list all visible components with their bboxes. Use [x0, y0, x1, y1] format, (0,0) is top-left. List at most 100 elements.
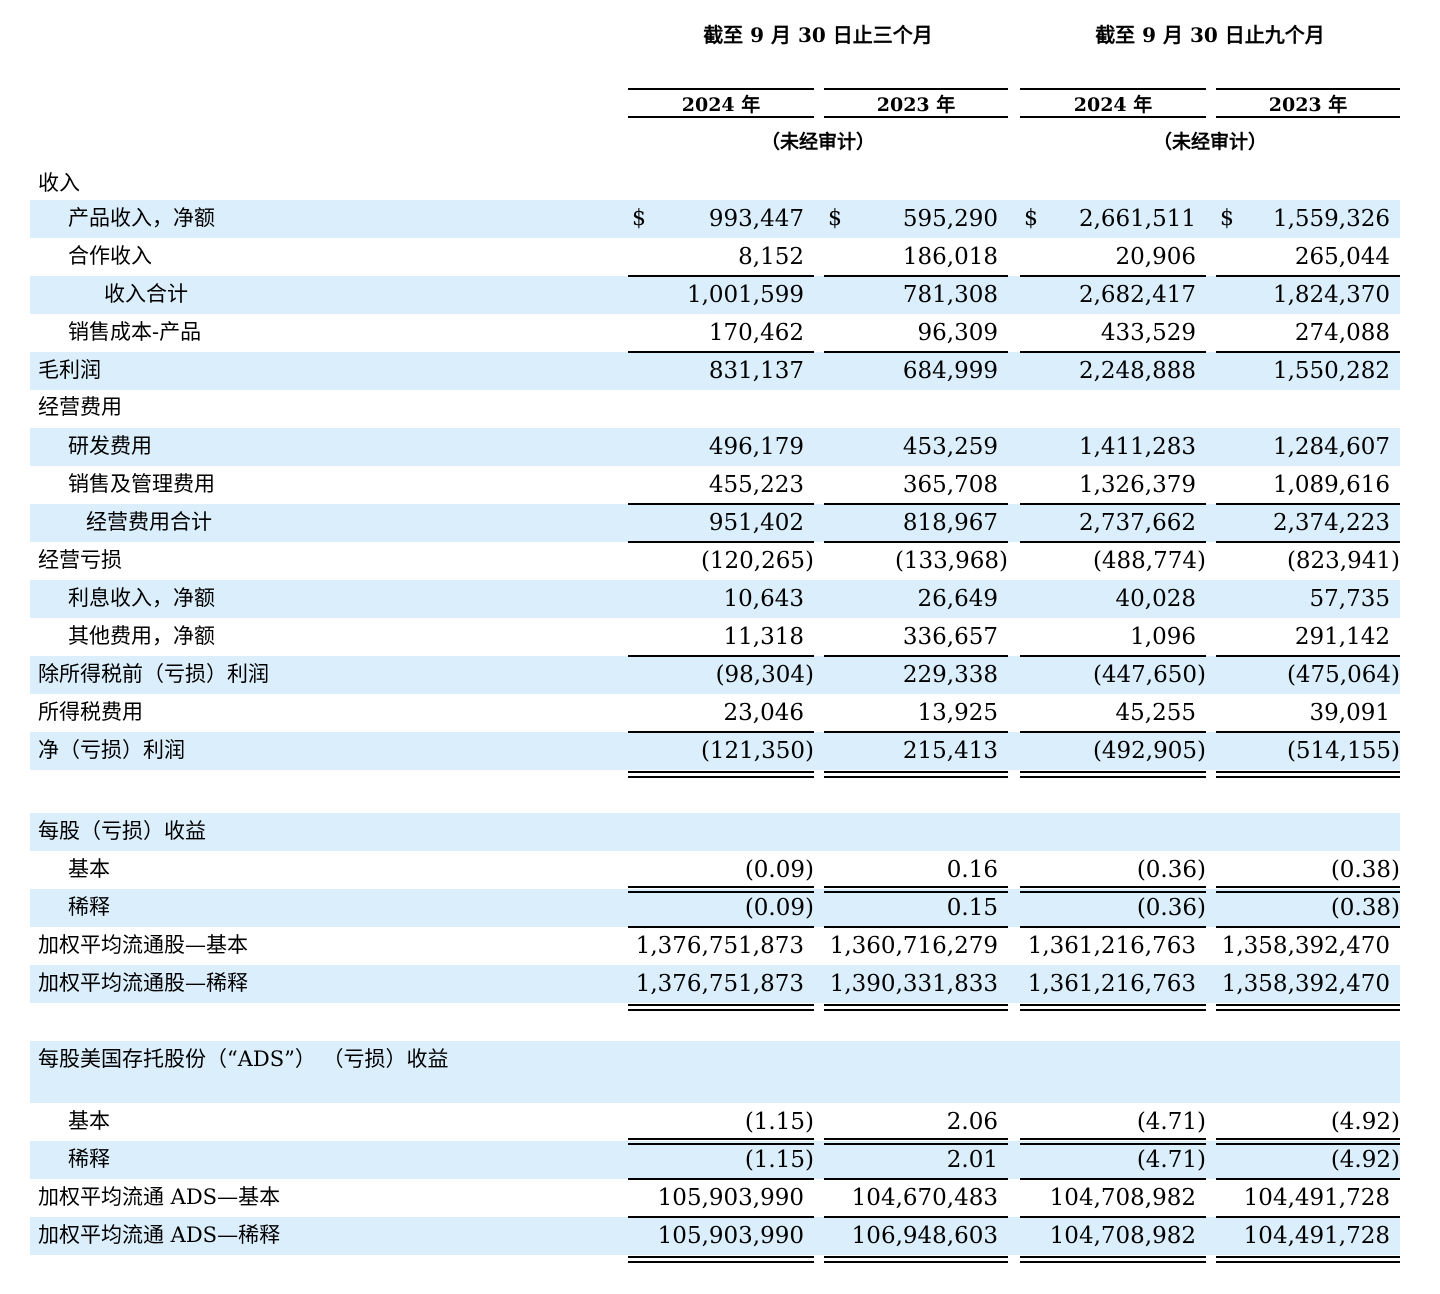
- rule-above: [1216, 275, 1400, 277]
- value-cell: (98,304): [715, 662, 814, 688]
- year-header-9m-2023: 2023 年: [1216, 88, 1400, 118]
- table-row: 合作收入 8,152 186,018 20,906 265,044: [30, 238, 1400, 276]
- value-cell: 105,903,990: [657, 1223, 804, 1249]
- rule-below: [824, 1256, 1008, 1263]
- rule-above: [1216, 731, 1400, 733]
- value-cell: 1,361,216,763: [1027, 933, 1196, 959]
- currency-symbol: $: [632, 206, 646, 231]
- period-header-nine-months: 截至 9 月 30 日止九个月: [1095, 23, 1325, 47]
- rule-above: [1020, 1178, 1206, 1180]
- row-label: 除所得税前（亏损）利润: [38, 662, 269, 686]
- value-cell: 11,318: [723, 624, 804, 650]
- value-cell: 453,259: [902, 434, 998, 460]
- rule-above: [1216, 351, 1400, 353]
- rule-below: [628, 1004, 814, 1011]
- value-cell: 1,361,216,763: [1027, 971, 1196, 997]
- rule-below: [1216, 1256, 1400, 1263]
- rule-below: [1216, 771, 1400, 778]
- value-cell: (0.36): [1136, 895, 1206, 921]
- value-cell: 26,649: [917, 586, 998, 612]
- table-row: 收入合计 1,001,599 781,308 2,682,417 1,824,370: [30, 276, 1400, 314]
- value-cell: 1,001,599: [686, 282, 804, 308]
- value-cell: (0.09): [744, 857, 814, 883]
- unaudited-label-three-months: （未经审计）: [760, 131, 875, 153]
- table-row: 收入: [30, 166, 1400, 198]
- value-cell: 0.16: [946, 857, 998, 883]
- value-cell: (1.15): [744, 1147, 814, 1173]
- value-cell: 818,967: [902, 510, 998, 536]
- value-cell: 2.06: [946, 1109, 998, 1135]
- value-cell: 1,096: [1130, 624, 1196, 650]
- row-label: 每股（亏损）收益: [38, 819, 206, 843]
- table-row: 除所得税前（亏损）利润 (98,304) 229,338 (447,650) (475,…: [30, 656, 1400, 694]
- table-row: 研发费用 496,179 453,259 1,411,283 1,284,607: [30, 428, 1400, 466]
- value-cell: 1,390,331,833: [829, 971, 998, 997]
- value-cell: 1,360,716,279: [829, 933, 998, 959]
- rule-above: [824, 886, 1008, 893]
- rule-below: [1020, 1004, 1206, 1011]
- row-label: 销售成本-产品: [68, 320, 202, 344]
- table-row: 经营费用合计 951,402 818,967 2,737,662 2,374,223: [30, 504, 1400, 542]
- row-label: 加权平均流通 ADS—稀释: [38, 1223, 281, 1247]
- table-row: 所得税费用 23,046 13,925 45,255 39,091: [30, 694, 1400, 732]
- value-cell: 1,411,283: [1078, 434, 1196, 460]
- value-cell: 39,091: [1309, 700, 1390, 726]
- value-cell: 229,338: [902, 662, 998, 688]
- rule-above: [1216, 926, 1400, 928]
- row-label: 每股美国存托股份（“ADS”） （亏损）收益: [38, 1047, 449, 1071]
- row-label: 销售及管理费用: [68, 472, 215, 496]
- table-row: 加权平均流通股—稀释 1,376,751,873 1,390,331,833 1,36…: [30, 965, 1400, 1003]
- unaudited-label-nine-months: （未经审计）: [1152, 131, 1267, 153]
- rule-above: [824, 926, 1008, 928]
- value-cell: 23,046: [723, 700, 804, 726]
- rule-below: [1020, 1256, 1206, 1263]
- table-row: 基本 (1.15) 2.06 (4.71) (4.92): [30, 1103, 1400, 1141]
- row-label: 稀释: [68, 895, 110, 919]
- value-cell: (0.38): [1330, 895, 1400, 921]
- table-row: 毛利润 831,137 684,999 2,248,888 1,550,282: [30, 352, 1400, 390]
- row-label: 所得税费用: [38, 700, 143, 724]
- value-cell: (0.38): [1330, 857, 1400, 883]
- value-cell: 2.01: [946, 1147, 998, 1173]
- table-row: 每股美国存托股份（“ADS”） （亏损）收益: [30, 1041, 1400, 1103]
- rule-above: [824, 1138, 1008, 1145]
- year-header-q-2024: 2024 年: [628, 88, 814, 118]
- rule-above: [1216, 1216, 1400, 1218]
- rule-above: [628, 503, 814, 505]
- rule-above: [628, 1178, 814, 1180]
- value-cell: 106,948,603: [851, 1223, 998, 1249]
- table-row: 经营费用: [30, 390, 1400, 422]
- value-cell: 0.15: [946, 895, 998, 921]
- value-cell: 40,028: [1115, 586, 1196, 612]
- value-cell: 215,413: [902, 738, 998, 764]
- rule-below: [628, 1256, 814, 1263]
- year-header-9m-2024: 2024 年: [1020, 88, 1206, 118]
- rule-above: [628, 731, 814, 733]
- value-cell: (823,941): [1286, 548, 1400, 574]
- value-cell: 1,284,607: [1272, 434, 1390, 460]
- rule-below: [1216, 1004, 1400, 1011]
- table-row: 利息收入，净额 10,643 26,649 40,028 57,735: [30, 580, 1400, 618]
- row-label: 加权平均流通股—基本: [38, 933, 248, 957]
- value-cell: (120,265): [700, 548, 814, 574]
- value-cell: 170,462: [708, 320, 804, 346]
- value-cell: 96,309: [917, 320, 998, 346]
- rule-above: [1216, 503, 1400, 505]
- value-cell: (514,155): [1286, 738, 1400, 764]
- table-row: 稀释 (1.15) 2.01 (4.71) (4.92): [30, 1141, 1400, 1179]
- value-cell: 455,223: [708, 472, 804, 498]
- currency-symbol: $: [1024, 206, 1038, 231]
- value-cell: 2,737,662: [1078, 510, 1196, 536]
- rule-above: [1020, 886, 1206, 893]
- rule-above: [1216, 1138, 1400, 1145]
- row-label: 收入合计: [104, 282, 188, 306]
- rule-above: [824, 351, 1008, 353]
- currency-symbol: $: [828, 206, 842, 231]
- value-cell: 433,529: [1100, 320, 1196, 346]
- value-cell: 265,044: [1294, 244, 1390, 270]
- value-cell: 1,358,392,470: [1221, 933, 1390, 959]
- value-cell: 831,137: [708, 358, 804, 384]
- table-row: 基本 (0.09) 0.16 (0.36) (0.38): [30, 851, 1400, 889]
- rule-below: [824, 771, 1008, 778]
